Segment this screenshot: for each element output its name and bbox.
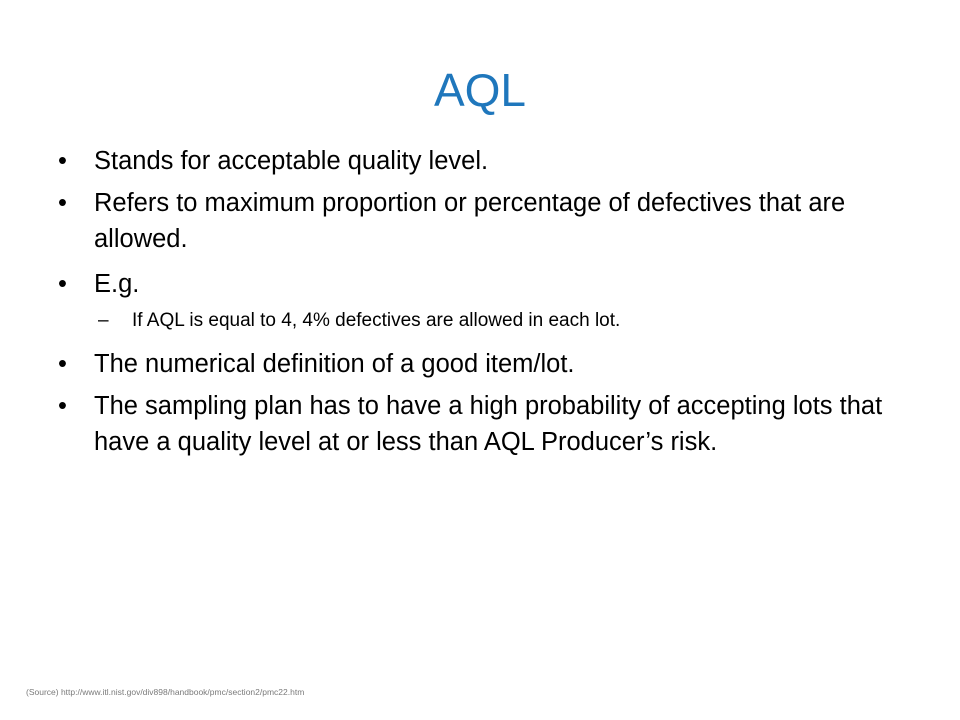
bullet-text: Stands for acceptable quality level. [94,147,489,175]
bullet-item: • The numerical definition of a good ite… [58,346,908,382]
bullet-marker: • [58,392,67,420]
sub-bullet-marker: – [98,310,109,331]
bullet-list: • Stands for acceptable quality level. •… [58,143,908,466]
bullet-marker: • [58,270,67,298]
bullet-text: The numerical definition of a good item/… [94,350,575,378]
bullet-text: Refers to maximum proportion or percenta… [94,189,846,253]
bullet-item: • The sampling plan has to have a high p… [58,388,908,460]
sub-bullet-item: – If AQL is equal to 4, 4% defectives ar… [98,306,908,336]
bullet-text: E.g. [94,270,140,298]
bullet-item: • E.g. – If AQL is equal to 4, 4% defect… [58,266,908,336]
bullet-marker: • [58,147,67,175]
sub-bullet-list: – If AQL is equal to 4, 4% defectives ar… [94,306,908,336]
bullet-marker: • [58,350,67,378]
bullet-text: The sampling plan has to have a high pro… [94,392,883,456]
slide-title: AQL [433,64,527,116]
sub-bullet-text: If AQL is equal to 4, 4% defectives are … [132,310,621,331]
source-citation: (Source) http://www.itl.nist.gov/div898/… [26,687,305,697]
bullet-item: • Refers to maximum proportion or percen… [58,185,908,257]
bullet-item: • Stands for acceptable quality level. [58,143,908,179]
bullet-marker: • [58,189,67,217]
